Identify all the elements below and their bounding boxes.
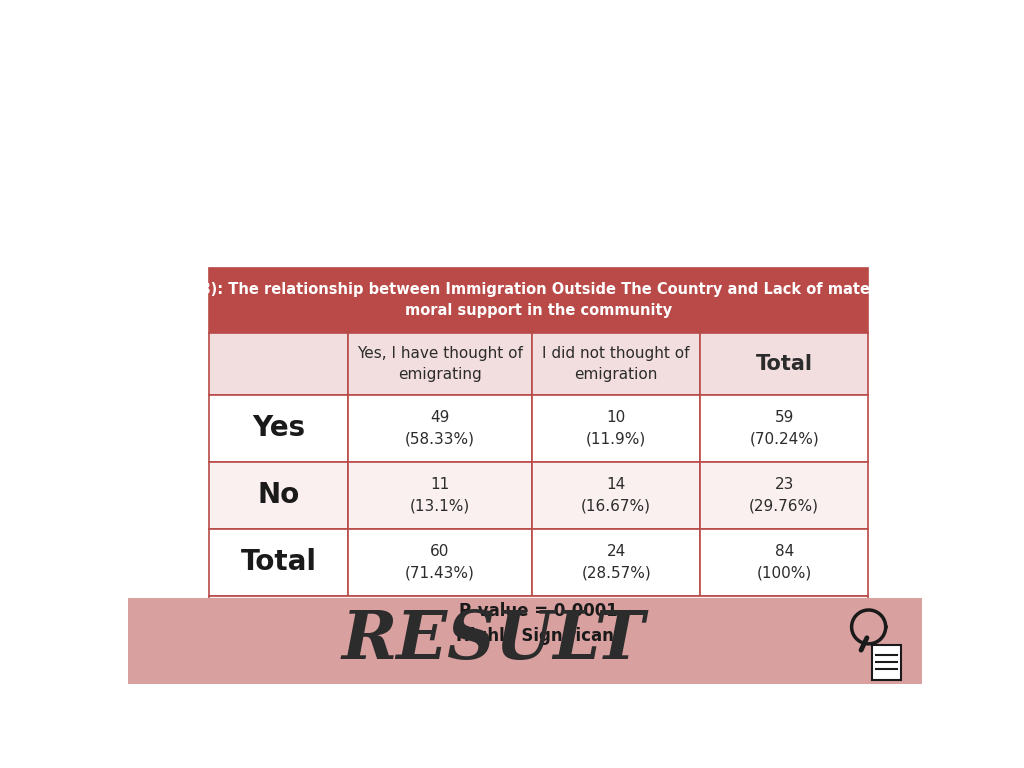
Text: 59
(70.24%): 59 (70.24%) xyxy=(750,410,819,446)
Bar xyxy=(532,395,700,462)
Bar xyxy=(209,528,348,596)
Bar xyxy=(209,596,868,651)
Bar xyxy=(209,268,868,333)
Text: 60
(71.43%): 60 (71.43%) xyxy=(406,545,475,581)
Bar xyxy=(348,333,532,395)
Text: 49
(58.33%): 49 (58.33%) xyxy=(404,410,475,446)
Text: Table (8): The relationship between Immigration Outside The Country and Lack of : Table (8): The relationship between Immi… xyxy=(144,283,933,319)
Text: Yes: Yes xyxy=(252,414,305,442)
Bar xyxy=(209,333,348,395)
Bar xyxy=(348,462,532,528)
Bar xyxy=(532,528,700,596)
Bar xyxy=(128,598,922,684)
Bar xyxy=(348,528,532,596)
Text: Total: Total xyxy=(241,548,316,576)
Text: Total: Total xyxy=(756,354,813,374)
Bar xyxy=(700,333,868,395)
Text: 84
(100%): 84 (100%) xyxy=(757,545,812,581)
Text: 10
(11.9%): 10 (11.9%) xyxy=(586,410,646,446)
Bar xyxy=(532,333,700,395)
Bar xyxy=(700,395,868,462)
Bar xyxy=(532,462,700,528)
Text: I did not thought of
emigration: I did not thought of emigration xyxy=(543,346,690,382)
Bar xyxy=(209,462,348,528)
Bar xyxy=(700,462,868,528)
Text: Yes, I have thought of
emigrating: Yes, I have thought of emigrating xyxy=(357,346,523,382)
Text: 14
(16.67%): 14 (16.67%) xyxy=(582,477,651,513)
Bar xyxy=(700,528,868,596)
Text: 11
(13.1%): 11 (13.1%) xyxy=(410,477,470,513)
Text: RESULT: RESULT xyxy=(341,608,645,674)
Text: No: No xyxy=(257,482,300,509)
Text: 24
(28.57%): 24 (28.57%) xyxy=(582,545,651,581)
Text: 23
(29.76%): 23 (29.76%) xyxy=(750,477,819,513)
Bar xyxy=(209,395,348,462)
Bar xyxy=(871,645,901,680)
Bar xyxy=(348,395,532,462)
Text: P-value = 0.0001
Highly Significant: P-value = 0.0001 Highly Significant xyxy=(456,602,622,645)
